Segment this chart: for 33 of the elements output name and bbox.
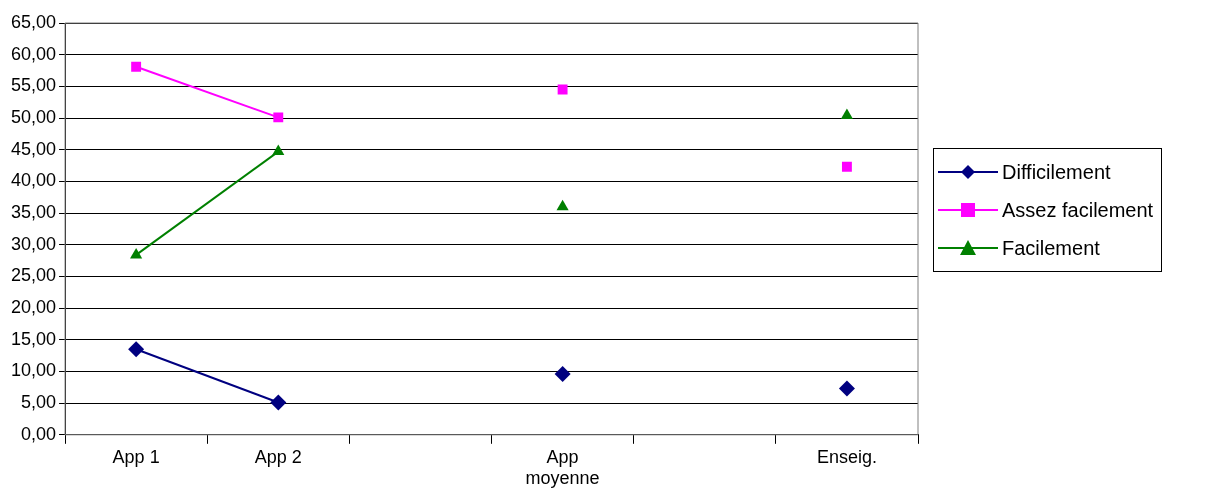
y-tick-label: 5,00: [21, 392, 57, 413]
point: [556, 199, 569, 211]
y-tick-label: 10,00: [11, 360, 57, 381]
legend-label: Assez facilement: [1002, 198, 1154, 222]
y-tick-label: 60,00: [11, 43, 57, 64]
point: [840, 108, 853, 119]
x-tick-label: App moyenne: [525, 446, 600, 489]
point: [838, 380, 855, 397]
x-tick-label: Enseig.: [816, 446, 877, 467]
point: [128, 341, 145, 358]
y-tick-label: 35,00: [11, 202, 57, 223]
y-tick-label: 50,00: [11, 107, 57, 127]
y-tick-label: 45,00: [11, 138, 57, 159]
point: [131, 61, 142, 72]
point: [557, 84, 568, 95]
point: [841, 161, 852, 172]
x-tick-label: App 2: [254, 446, 302, 467]
y-tick-label: 55,00: [11, 75, 57, 96]
y-tick-label: 40,00: [11, 170, 57, 191]
point: [273, 112, 284, 123]
point: [270, 394, 287, 411]
y-tick-label: 0,00: [21, 423, 57, 444]
y-tick-label: 65,00: [11, 11, 57, 32]
y-tick-label: 25,00: [11, 265, 57, 286]
y-tick-label: 20,00: [11, 297, 57, 318]
point: [554, 365, 571, 382]
y-tick-label: 15,00: [11, 328, 57, 349]
legend-label: Facilement: [1002, 236, 1100, 260]
point: [130, 247, 143, 259]
y-tick-label: 30,00: [11, 233, 57, 254]
point: [272, 144, 285, 156]
legend-label: Difficilement: [1002, 160, 1111, 184]
x-tick-label: App 1: [112, 446, 160, 467]
